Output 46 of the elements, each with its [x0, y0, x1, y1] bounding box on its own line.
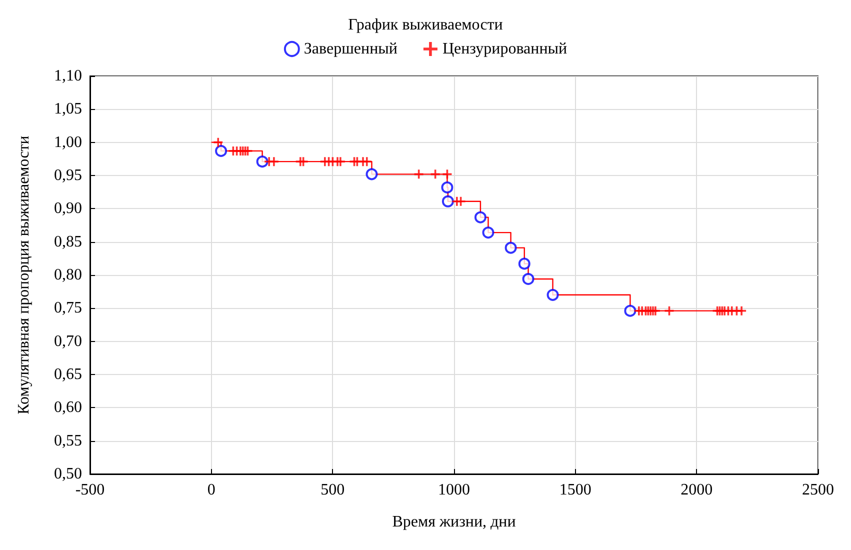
legend-label: Цензурированный — [442, 40, 568, 58]
point — [650, 306, 660, 316]
x-axis-title: Время жизни, дни — [392, 514, 516, 530]
point — [336, 157, 345, 166]
point — [737, 306, 746, 316]
y-tick-label: 1,05 — [54, 100, 82, 118]
point — [362, 157, 372, 166]
y-tick-label: 0,65 — [54, 366, 82, 383]
y-tick-label: 1,00 — [54, 134, 82, 151]
point — [214, 138, 223, 147]
legend-label: Завершенный — [304, 40, 398, 58]
point — [269, 157, 278, 166]
x-tick-label: -500 — [75, 482, 105, 498]
point — [522, 272, 534, 285]
point — [256, 156, 268, 168]
point — [456, 196, 466, 206]
point — [298, 157, 308, 166]
x-tick-label: 2000 — [680, 482, 713, 498]
point — [546, 288, 559, 301]
point — [624, 304, 636, 317]
y-tick-label: 1,10 — [54, 68, 82, 84]
x-tick-label: 500 — [320, 482, 345, 498]
y-axis-title: Комулятивная пропорция выживаемости — [16, 135, 32, 414]
y-tick-label: 0,50 — [54, 466, 82, 482]
y-tick-label: 0,75 — [54, 300, 82, 317]
x-tick-label: 1000 — [438, 482, 470, 498]
point — [366, 168, 378, 180]
x-tick-label: 0 — [207, 482, 216, 498]
y-tick-label: 0,95 — [54, 167, 82, 184]
y-tick-label: 0,55 — [54, 432, 82, 450]
y-tick-label: 0,60 — [54, 399, 82, 416]
point — [504, 242, 517, 254]
point — [442, 195, 454, 208]
y-tick-label: 0,80 — [54, 266, 82, 284]
x-tick-label: 2500 — [802, 482, 834, 498]
y-tick-label: 0,90 — [54, 200, 82, 218]
x-tick-label: 1500 — [559, 482, 592, 498]
point — [441, 181, 454, 194]
point — [243, 146, 252, 156]
y-tick-label: 0,85 — [54, 233, 82, 250]
point — [518, 258, 530, 270]
y-tick-label: 0,70 — [54, 332, 82, 350]
point — [474, 211, 486, 224]
point — [482, 226, 494, 239]
point — [215, 144, 228, 157]
chart-title: График выживаемости — [348, 16, 504, 34]
